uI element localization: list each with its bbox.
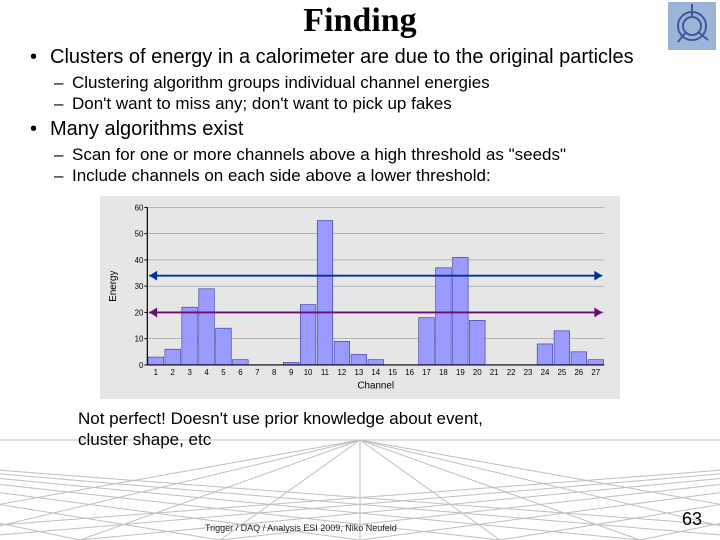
- svg-text:9: 9: [289, 368, 293, 377]
- svg-text:50: 50: [135, 230, 144, 239]
- svg-text:4: 4: [204, 368, 209, 377]
- svg-text:20: 20: [473, 368, 482, 377]
- svg-text:30: 30: [135, 282, 144, 291]
- bullet-sub-2a: Scan for one or more channels above a hi…: [54, 145, 720, 165]
- bullet-list: Clusters of energy in a calorimeter are …: [0, 40, 720, 190]
- cern-logo: [668, 2, 716, 50]
- bottom-note-line1: Not perfect! Doesn't use prior knowledge…: [78, 409, 483, 428]
- svg-text:24: 24: [541, 368, 550, 377]
- slide-title: Finding: [0, 0, 720, 40]
- bullet-sub-1b: Don't want to miss any; don't want to pi…: [54, 94, 720, 114]
- svg-text:12: 12: [338, 368, 347, 377]
- svg-text:2: 2: [171, 368, 175, 377]
- svg-text:11: 11: [321, 368, 329, 377]
- bullet-sub-1a: Clustering algorithm groups individual c…: [54, 73, 720, 93]
- bullet-main-1: Clusters of energy in a calorimeter are …: [30, 46, 720, 69]
- svg-text:26: 26: [574, 368, 583, 377]
- svg-text:60: 60: [135, 204, 144, 213]
- bottom-note-line2: cluster shape, etc: [78, 430, 211, 449]
- svg-text:7: 7: [255, 368, 259, 377]
- svg-text:20: 20: [135, 309, 144, 318]
- bullet-main-2: Many algorithms exist: [30, 118, 720, 141]
- svg-text:19: 19: [456, 368, 465, 377]
- svg-text:Channel: Channel: [357, 381, 394, 392]
- svg-text:23: 23: [524, 368, 533, 377]
- page-number: 63: [682, 509, 702, 530]
- svg-text:16: 16: [405, 368, 414, 377]
- svg-text:8: 8: [272, 368, 277, 377]
- svg-text:40: 40: [135, 256, 144, 265]
- svg-text:27: 27: [591, 368, 600, 377]
- energy-bar-chart: 0102030405060123456789101112131415161718…: [104, 200, 616, 395]
- svg-text:5: 5: [221, 368, 226, 377]
- svg-text:25: 25: [558, 368, 567, 377]
- svg-text:10: 10: [304, 368, 313, 377]
- svg-text:10: 10: [135, 335, 144, 344]
- svg-text:0: 0: [139, 361, 144, 370]
- bullet-sub-2b: Include channels on each side above a lo…: [54, 166, 720, 186]
- bottom-note: Not perfect! Doesn't use prior knowledge…: [0, 399, 720, 450]
- svg-text:1: 1: [154, 368, 158, 377]
- svg-text:22: 22: [507, 368, 516, 377]
- svg-text:15: 15: [388, 368, 397, 377]
- footer-citation: Trigger / DAQ / Analysis ESI 2009, Niko …: [205, 523, 397, 533]
- svg-text:3: 3: [187, 368, 192, 377]
- svg-text:Energy: Energy: [108, 271, 119, 302]
- svg-text:14: 14: [371, 368, 380, 377]
- svg-text:17: 17: [422, 368, 431, 377]
- svg-text:6: 6: [238, 368, 243, 377]
- svg-text:13: 13: [354, 368, 363, 377]
- chart-container: 0102030405060123456789101112131415161718…: [100, 196, 620, 399]
- svg-text:21: 21: [490, 368, 499, 377]
- svg-text:18: 18: [439, 368, 448, 377]
